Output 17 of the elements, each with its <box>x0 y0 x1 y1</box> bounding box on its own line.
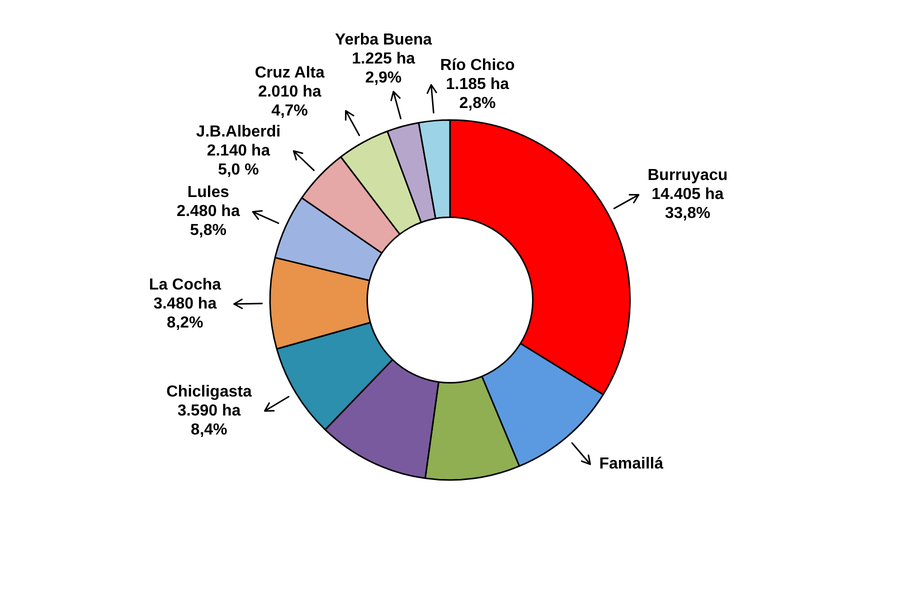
legend-label: Famaillá <box>599 456 664 473</box>
data-label: 3.480 ha 8,2% <box>153 295 217 332</box>
slice-label: Chicligasta <box>166 383 252 400</box>
slice-label: J.B.Alberdi <box>196 123 281 140</box>
data-label: 2.140 ha 5,0 % <box>206 142 270 178</box>
data-label: 1.185 ha 2,8% <box>446 76 510 112</box>
data-label: 2.010 ha 4,7% <box>258 84 322 120</box>
data-label: 2.480 ha 5,8% <box>176 203 240 240</box>
slice-label: Cruz Alta <box>254 64 325 82</box>
slice-label: Burruyacu <box>648 167 728 184</box>
data-label: 14.405 ha 33,8% <box>652 186 724 222</box>
slice-label: Yerba Buena <box>334 31 432 48</box>
data-label: 3.590 ha 8,4% <box>177 402 241 438</box>
slice-label: La Cocha <box>149 276 222 294</box>
data-label: 1.225 ha 2,9% <box>352 50 416 86</box>
slice-label: Río Chico <box>440 57 516 74</box>
slice-label: Lules <box>187 184 230 202</box>
